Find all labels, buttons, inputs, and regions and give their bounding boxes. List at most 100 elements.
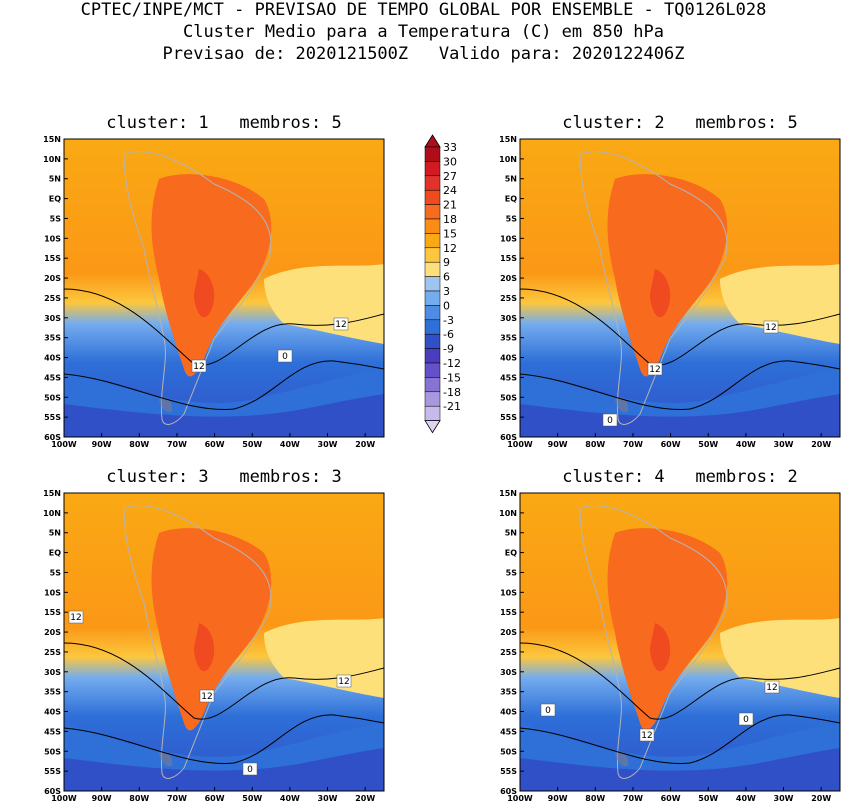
lat-tick-label: 25S [500,294,517,303]
colorbar-swatch [424,261,441,277]
panel-frame [519,492,841,792]
colorbar-label: 6 [443,271,450,284]
continent-outline [579,151,728,425]
lat-tick-label: 20S [44,628,61,637]
contour-label: 12 [199,689,215,703]
lat-tick-label: 40S [44,708,61,717]
lat-tick-label: 25S [500,648,517,657]
lat-tick-label: 15N [43,135,61,144]
panel-1-title: cluster: 1 membros: 5 [106,113,342,133]
very-cold-region [520,748,840,791]
lat-tick-label: 10N [43,155,61,164]
colorbar-label: -9 [443,343,454,356]
colorbar-swatch [424,161,441,177]
lat-tick-label: 15S [500,254,517,263]
lat-tick-label: 45S [500,727,517,736]
lon-tick-label: 80W [585,794,605,803]
colorbar-top-arrow [424,134,441,148]
patagonia-land [615,397,629,413]
colorbar-swatch [424,305,441,321]
contour-label-text: 12 [193,362,204,372]
very-cold-region [520,394,840,437]
lat-tick-label: 30S [44,314,61,323]
lat-tick-label: 45S [44,373,61,382]
lat-tick-label: 10S [500,588,517,597]
lat-tick-label: 30S [44,668,61,677]
lon-tick-label: 50W [698,440,718,449]
patagonia-land [615,751,629,767]
colorbar-label: 12 [443,242,457,255]
colorbar-swatch [424,405,441,421]
map-panel-4: 12 12 0 0 15N 10N 5N EQ 5S 10S 15S 20S 25S 30S 35S 40S 4… [499,489,841,803]
lat-tick-label: 60S [44,433,61,442]
continent-outline [579,505,728,779]
colorbar-swatch [424,362,441,378]
contour-label-text: 0 [607,416,613,426]
lon-tick-label: 30W [318,440,338,449]
lat-tick-label: 20S [500,274,517,283]
lon-tick-label: 100W [51,440,77,449]
lon-tick-label: 100W [51,794,77,803]
continent-outline [123,505,272,779]
colorbar-swatch [424,290,441,306]
lon-tick-label: 80W [129,440,149,449]
lat-tick-label: EQ [505,549,517,558]
lat-tick-label: 20S [44,274,61,283]
lon-tick-label: 40W [280,794,300,803]
lon-tick-label: 70W [623,440,643,449]
lat-tick-label: 10N [43,509,61,518]
warm-core-region [151,528,272,731]
contour-label: 12 [336,674,352,688]
lat-tick-label: 35S [44,688,61,697]
lat-tick-label: EQ [49,549,61,558]
hot-spot-region [194,269,215,318]
lat-tick-label: 10S [44,588,61,597]
lat-tick-label: 35S [44,334,61,343]
map-panel-3: 12 12 12 0 15N 10N 5N EQ 5S 10S 15S 20S 25S 30S 35S 40S… [43,489,385,803]
lat-tick-label: EQ [49,195,61,204]
colorbar-swatch [424,175,441,191]
colorbar-label: -12 [443,357,461,370]
panel-3-title: cluster: 3 membros: 3 [106,467,342,487]
lon-tick-label: 30W [774,794,794,803]
lat-tick-label: 50S [500,393,517,402]
lat-tick-label: 60S [500,433,517,442]
warm-core-region [607,174,728,377]
lon-tick-label: 60W [661,794,681,803]
contour-label: 12 [68,610,84,624]
contour-label: 12 [764,680,780,694]
very-cold-region [64,748,384,791]
lon-tick-label: 50W [698,794,718,803]
hot-spot-region [650,623,671,672]
lat-tick-label: 40S [500,354,517,363]
colorbar-label: -15 [443,371,461,384]
lat-tick-label: 60S [500,787,517,796]
lon-tick-label: 20W [811,440,831,449]
panel-2-title: cluster: 2 membros: 5 [562,113,798,133]
hot-spot-region [650,269,671,318]
lat-tick-label: 15N [499,135,517,144]
colorbar-label: -21 [443,400,461,413]
lat-tick-label: 45S [44,727,61,736]
lon-tick-label: 100W [507,440,533,449]
contour-0 [519,714,841,764]
contour-label: 0 [602,413,618,427]
colorbar-label: 0 [443,299,450,312]
colorbar-swatch [424,233,441,249]
lon-tick-label: 70W [167,440,187,449]
lon-tick-label: 60W [205,440,225,449]
warm-core-region [607,528,728,731]
lat-tick-label: 45S [500,373,517,382]
lat-tick-label: 55S [44,767,61,776]
contour-label-text: 0 [545,706,551,716]
colorbar-label: 30 [443,155,457,168]
contour-label-text: 12 [338,677,349,687]
lon-tick-label: 90W [548,794,568,803]
header-line-3: Previsao de: 2020121500Z Valido para: 20… [162,44,685,64]
lat-tick-label: 35S [500,334,517,343]
contour-label: 0 [540,703,556,717]
colorbar-swatch [424,348,441,364]
colorbar-label: -3 [443,314,454,327]
lon-tick-label: 50W [242,794,262,803]
